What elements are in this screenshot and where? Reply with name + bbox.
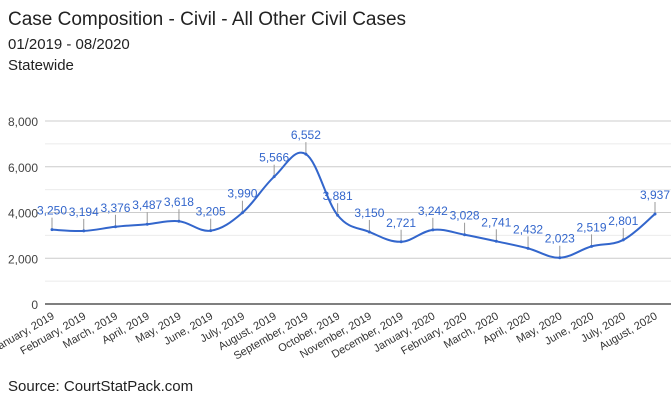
data-label: 2,519	[577, 220, 607, 234]
y-tick-label: 6,000	[8, 161, 38, 175]
y-tick-label: 4,000	[8, 207, 38, 221]
y-tick-label: 0	[31, 298, 38, 312]
data-point	[590, 244, 594, 248]
data-point	[494, 239, 498, 243]
data-label: 3,242	[418, 204, 448, 218]
data-point	[113, 225, 117, 229]
chart-source: Source: CourtStatPack.com	[8, 378, 194, 395]
data-label: 3,937	[640, 188, 670, 202]
data-label: 3,881	[323, 189, 353, 203]
data-label: 3,618	[164, 195, 194, 209]
data-label: 2,023	[545, 232, 575, 246]
chart-scope: Statewide	[8, 57, 74, 74]
data-point	[177, 219, 181, 223]
data-point	[145, 222, 149, 226]
series-line	[51, 151, 656, 259]
data-point	[336, 213, 340, 217]
data-label: 3,150	[354, 206, 384, 220]
y-tick-label: 2,000	[8, 252, 38, 266]
chart-date-range: 01/2019 - 08/2020	[8, 36, 130, 53]
data-label: 2,432	[513, 222, 543, 236]
data-point	[50, 228, 54, 232]
data-label: 3,250	[37, 204, 67, 218]
data-label: 6,552	[291, 128, 321, 142]
data-point	[558, 256, 562, 260]
data-label: 3,194	[69, 205, 99, 219]
data-point	[367, 230, 371, 234]
data-label: 3,487	[132, 198, 162, 212]
data-point	[240, 211, 244, 215]
data-point	[304, 152, 308, 156]
data-point	[653, 212, 657, 216]
data-label: 2,741	[481, 215, 511, 229]
data-label: 2,721	[386, 216, 416, 230]
chart-title: Case Composition - Civil - All Other Civ…	[8, 9, 407, 30]
data-label: 3,028	[450, 209, 480, 223]
data-label: 3,205	[196, 205, 226, 219]
data-point	[399, 240, 403, 244]
data-label: 2,801	[608, 214, 638, 228]
data-point	[209, 229, 213, 233]
data-point	[463, 233, 467, 237]
data-point	[431, 228, 435, 232]
data-label: 3,990	[227, 187, 257, 201]
data-point	[272, 175, 276, 179]
y-tick-label: 8,000	[8, 115, 38, 129]
data-label: 3,376	[100, 201, 130, 215]
data-point	[621, 238, 625, 242]
data-point	[526, 246, 530, 250]
data-label: 5,566	[259, 151, 289, 165]
data-point	[82, 229, 86, 233]
